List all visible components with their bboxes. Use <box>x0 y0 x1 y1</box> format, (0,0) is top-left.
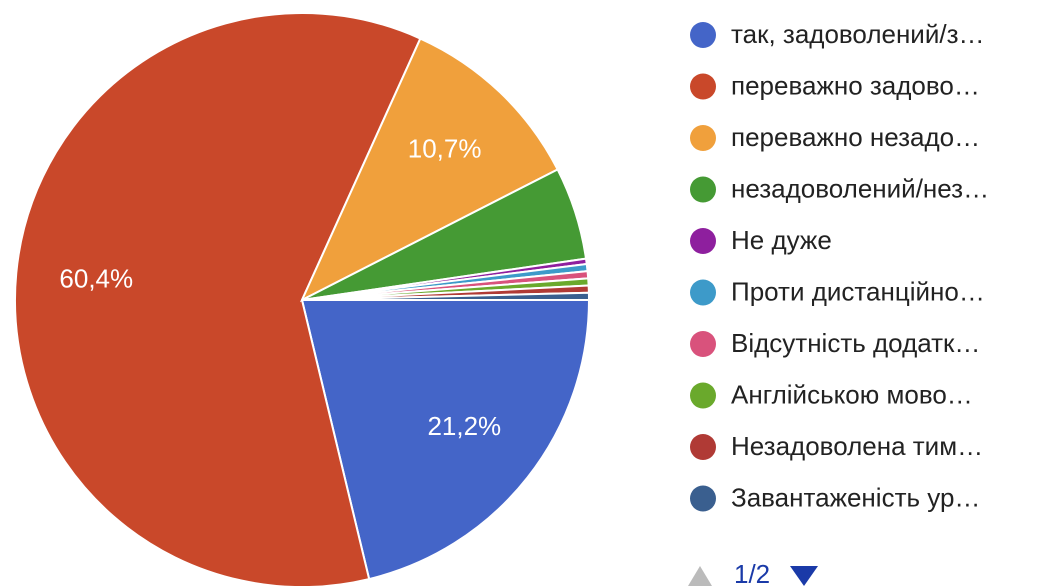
legend-marker <box>690 279 716 306</box>
legend-label: незадоволений/нез… <box>731 173 989 203</box>
legend-marker <box>690 176 716 203</box>
legend-label: Англійською мово… <box>731 379 973 409</box>
legend-marker <box>690 331 716 357</box>
pie-slice <box>299 37 559 303</box>
pager-prev[interactable] <box>688 566 712 586</box>
pie-slice <box>14 12 422 586</box>
pager-label: 1/2 <box>734 559 770 586</box>
legend-label: Не дуже <box>731 225 832 255</box>
legend-marker <box>690 434 716 460</box>
legend-marker <box>690 73 716 100</box>
legend-label: Завантаженість ур… <box>731 482 980 512</box>
legend-label: переважно задово… <box>731 70 980 100</box>
pager-next[interactable] <box>790 566 818 586</box>
legend-label: Незадоволена тим… <box>731 431 983 461</box>
legend-marker <box>690 485 716 512</box>
legend-label: Відсутність додатк… <box>731 328 980 358</box>
legend-label: Проти дистанційно… <box>731 276 985 306</box>
legend-label: переважно незадо… <box>731 122 980 152</box>
slice-label: 21,2% <box>427 411 501 441</box>
pie-slice <box>301 291 591 301</box>
legend-marker <box>690 125 716 151</box>
slice-label: 60,4% <box>59 263 133 293</box>
slice-label: 10,7% <box>408 133 482 163</box>
pie-slice <box>300 299 591 581</box>
legend-marker <box>690 382 716 409</box>
legend-marker <box>690 228 716 254</box>
legend-label: так, задоволений/з… <box>731 19 985 49</box>
legend-marker <box>690 22 716 48</box>
